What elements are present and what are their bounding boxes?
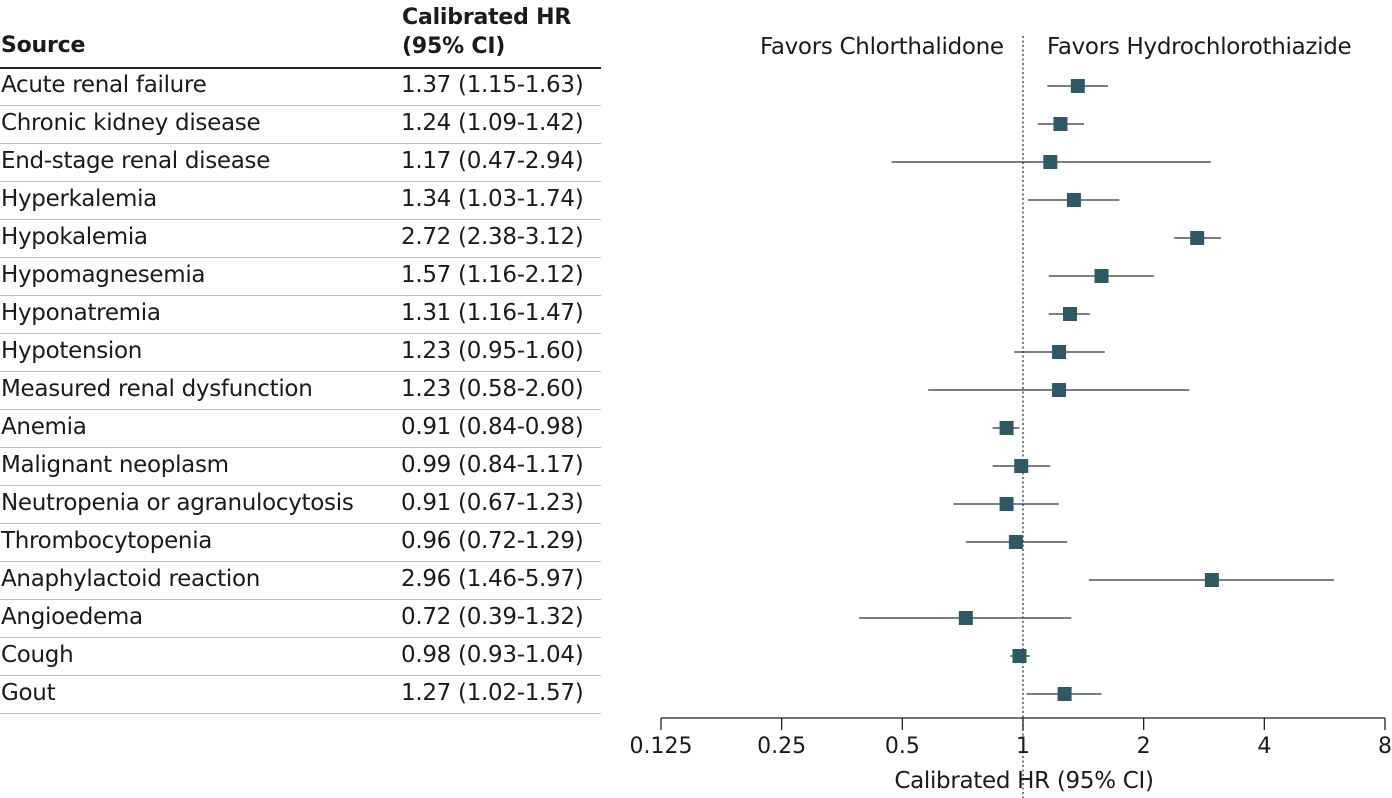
source-label: Hypotension (1, 338, 143, 364)
source-label: Gout (1, 680, 56, 706)
table-row: Neutropenia or agranulocytosis 0.91 (0.67… (0, 486, 601, 524)
hr-value: 0.99 (0.84-1.17) (401, 452, 584, 478)
source-label: Anemia (1, 414, 87, 440)
table-row: Hypotension 1.23 (0.95-1.60) (0, 334, 601, 372)
header-rule (0, 67, 601, 69)
source-label: Hyponatremia (1, 300, 161, 326)
source-label: Thrombocytopenia (1, 528, 213, 554)
source-column-header: Source (1, 33, 86, 58)
hr-value: 0.96 (0.72-1.29) (401, 528, 584, 554)
hr-value: 1.34 (1.03-1.74) (401, 186, 584, 212)
source-label: Hyperkalemia (1, 186, 157, 212)
source-label: Hypokalemia (1, 224, 148, 250)
source-label: Neutropenia or agranulocytosis (1, 490, 354, 516)
x-axis-label: Calibrated HR (95% CI) (894, 768, 1154, 794)
table-row: Anemia 0.91 (0.84-0.98) (0, 410, 601, 448)
hr-value: 1.57 (1.16-2.12) (401, 262, 584, 288)
x-tick-label: 0.125 (629, 734, 693, 759)
source-label: Angioedema (1, 604, 143, 630)
hr-value: 0.98 (0.93-1.04) (401, 642, 584, 668)
hr-value: 1.37 (1.15-1.63) (401, 72, 584, 98)
table-row: Hyperkalemia 1.34 (1.03-1.74) (0, 182, 601, 220)
source-label: Cough (1, 642, 74, 668)
table-row: Angioedema 0.72 (0.39-1.32) (0, 600, 601, 638)
hr-marker (1008, 535, 1023, 549)
hr-marker (1204, 573, 1219, 587)
hr-value: 1.27 (1.02-1.57) (401, 680, 584, 706)
hr-marker (1063, 307, 1078, 321)
hr-value: 1.23 (0.58-2.60) (401, 376, 584, 402)
hr-marker (1070, 79, 1085, 93)
hr-value: 0.72 (0.39-1.32) (401, 604, 584, 630)
table-row: Acute renal failure 1.37 (1.15-1.63) (0, 68, 601, 106)
table-row: End-stage renal disease 1.17 (0.47-2.94) (0, 144, 601, 182)
hr-marker (1053, 117, 1068, 131)
hr-marker (1094, 269, 1109, 283)
x-tick-label: 0.25 (757, 734, 807, 759)
source-label: Measured renal dysfunction (1, 376, 313, 402)
hr-marker (1043, 155, 1058, 169)
hr-value: 2.96 (1.46-5.97) (401, 566, 584, 592)
x-tick-label: 8 (1378, 734, 1392, 759)
hr-value: 1.24 (1.09-1.42) (401, 110, 584, 136)
hr-marker (999, 497, 1014, 511)
hr-marker (1057, 687, 1072, 701)
table-row: Cough 0.98 (0.93-1.04) (0, 638, 601, 676)
hr-column-header: Calibrated HR (95% CI) (402, 3, 571, 61)
hr-marker (958, 611, 973, 625)
hr-value: 1.23 (0.95-1.60) (401, 338, 584, 364)
hr-value: 2.72 (2.38-3.12) (401, 224, 584, 250)
x-tick-label: 0.5 (884, 734, 920, 759)
hr-marker (1190, 231, 1205, 245)
hr-value: 1.31 (1.16-1.47) (401, 300, 584, 326)
table-row: Hypomagnesemia 1.57 (1.16-2.12) (0, 258, 601, 296)
x-tick-label: 1 (1016, 734, 1030, 759)
hr-header-line1: Calibrated HR (402, 5, 572, 30)
table-row: Thrombocytopenia 0.96 (0.72-1.29) (0, 524, 601, 562)
hr-marker (1052, 383, 1067, 397)
favors-chlorthalidone-label: Favors Chlorthalidone (760, 34, 1004, 60)
x-tick-label: 4 (1257, 734, 1272, 759)
source-label: Acute renal failure (1, 72, 207, 98)
hr-value: 1.17 (0.47-2.94) (401, 148, 584, 174)
hr-value: 0.91 (0.84-0.98) (401, 414, 584, 440)
table-row: Measured renal dysfunction 1.23 (0.58-2.6… (0, 372, 601, 410)
hr-marker (1052, 345, 1067, 359)
table-row: Malignant neoplasm 0.99 (0.84-1.17) (0, 448, 601, 486)
hr-marker (1014, 459, 1029, 473)
source-label: Anaphylactoid reaction (1, 566, 261, 592)
hr-value: 0.91 (0.67-1.23) (401, 490, 584, 516)
source-label: Hypomagnesemia (1, 262, 206, 288)
source-label: Malignant neoplasm (1, 452, 229, 478)
table-row: Hypokalemia 2.72 (2.38-3.12) (0, 220, 601, 258)
hr-header-line2: (95% CI) (402, 34, 506, 59)
favors-hydrochlorothiazide-label: Favors Hydrochlorothiazide (1047, 34, 1352, 60)
source-label: Chronic kidney disease (1, 110, 261, 136)
table-row: Anaphylactoid reaction 2.96 (1.46-5.97) (0, 562, 601, 600)
table-row: Chronic kidney disease 1.24 (1.09-1.42) (0, 106, 601, 144)
table-row: Hyponatremia 1.31 (1.16-1.47) (0, 296, 601, 334)
table-row: Gout 1.27 (1.02-1.57) (0, 676, 601, 714)
hr-marker (1012, 649, 1027, 663)
hr-marker (999, 421, 1014, 435)
source-label: End-stage renal disease (1, 148, 271, 174)
x-tick-label: 2 (1136, 734, 1151, 759)
hr-marker (1066, 193, 1081, 207)
